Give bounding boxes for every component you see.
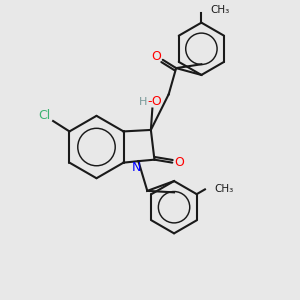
Text: -O: -O (147, 95, 162, 109)
Text: O: O (174, 156, 184, 169)
Text: Cl: Cl (39, 109, 51, 122)
Text: H: H (139, 97, 147, 107)
Text: N: N (132, 161, 142, 174)
Text: O: O (151, 50, 161, 63)
Text: CH₃: CH₃ (214, 184, 234, 194)
Text: CH₃: CH₃ (210, 5, 230, 15)
